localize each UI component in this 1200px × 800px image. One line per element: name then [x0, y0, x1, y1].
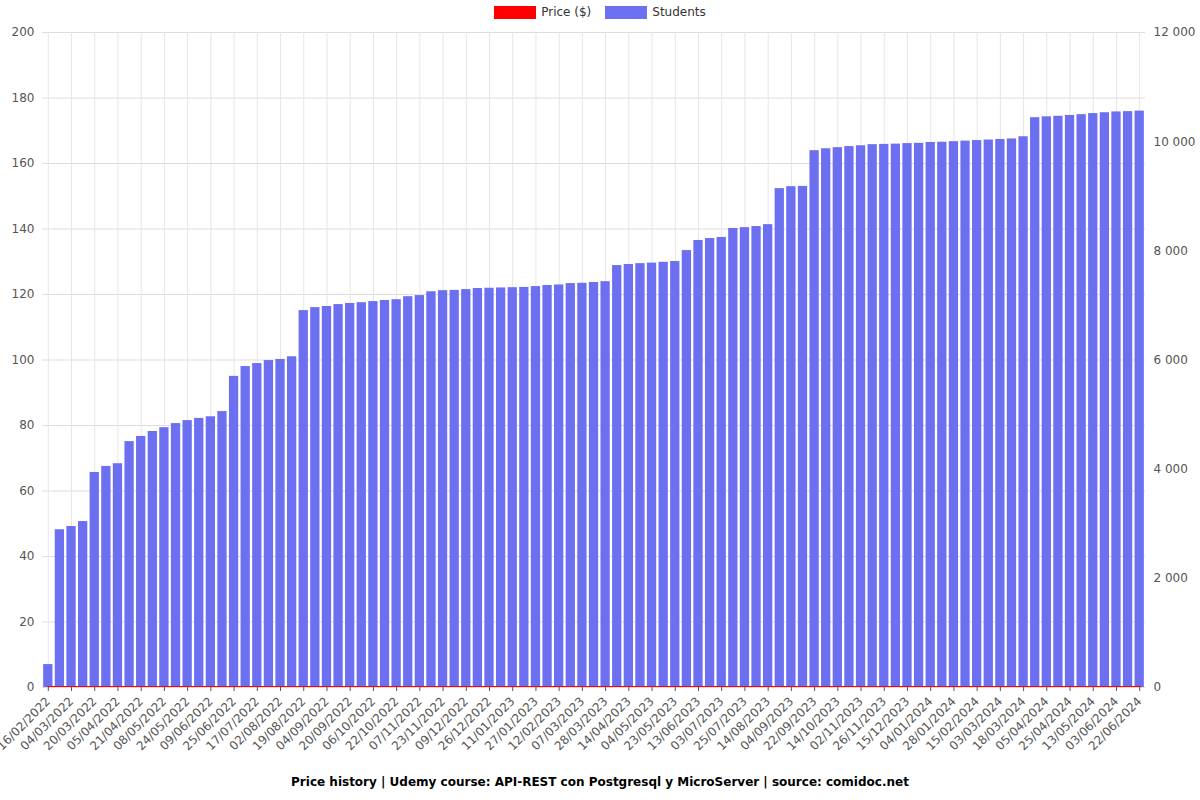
svg-text:0: 0	[1154, 680, 1162, 694]
svg-text:140: 140	[12, 222, 35, 236]
svg-text:14/10/2023: 14/10/2023	[783, 694, 843, 754]
svg-text:180: 180	[12, 91, 35, 105]
svg-text:08/05/2022: 08/05/2022	[110, 694, 170, 754]
svg-text:18/03/2024: 18/03/2024	[969, 694, 1029, 754]
svg-text:20: 20	[19, 615, 34, 629]
html-text:Price history | Udemy course:: Price history | Udemy course: API-REST c…	[291, 775, 909, 789]
svg-text:25/04/2024: 25/04/2024	[1016, 694, 1075, 754]
svg-text:13/05/2024: 13/05/2024	[1039, 694, 1099, 754]
svg-text:15/02/2024: 15/02/2024	[923, 694, 982, 754]
svg-text:24/05/2022: 24/05/2022	[133, 694, 193, 754]
svg-text:25/06/2022: 25/06/2022	[180, 694, 239, 754]
svg-text:160: 160	[12, 156, 35, 170]
svg-text:03/07/2023: 03/07/2023	[667, 694, 727, 754]
svg-text:17/07/2022: 17/07/2022	[203, 694, 263, 754]
svg-text:02/11/2023: 02/11/2023	[807, 694, 866, 754]
svg-text:26/12/2022: 26/12/2022	[435, 694, 495, 754]
svg-text:100: 100	[12, 353, 35, 367]
svg-text:22/10/2022: 22/10/2022	[342, 694, 402, 754]
svg-text:25/07/2023: 25/07/2023	[691, 694, 750, 754]
svg-text:120: 120	[12, 287, 35, 301]
svg-text:22/09/2023: 22/09/2023	[760, 694, 820, 754]
svg-text:8 000: 8 000	[1154, 244, 1188, 258]
svg-text:02/08/2022: 02/08/2022	[226, 694, 286, 754]
html-text:Price ($): Price ($)	[541, 5, 592, 19]
svg-text:07/11/2022: 07/11/2022	[365, 694, 425, 754]
svg-text:0: 0	[27, 680, 35, 694]
svg-text:40: 40	[19, 549, 34, 563]
svg-text:10 000: 10 000	[1154, 135, 1196, 149]
svg-text:23/05/2023: 23/05/2023	[621, 694, 681, 754]
svg-text:04/05/2023: 04/05/2023	[598, 694, 657, 754]
svg-text:20/09/2022: 20/09/2022	[296, 694, 355, 754]
svg-text:04/03/2022: 04/03/2022	[17, 694, 77, 754]
svg-text:09/12/2022: 09/12/2022	[412, 694, 472, 754]
svg-text:04/09/2022: 04/09/2022	[273, 694, 332, 754]
svg-text:03/03/2024: 03/03/2024	[946, 694, 1006, 754]
svg-text:13/06/2023: 13/06/2023	[644, 694, 704, 754]
svg-text:04/09/2023: 04/09/2023	[737, 694, 797, 754]
svg-text:27/01/2023: 27/01/2023	[482, 694, 541, 754]
svg-text:2 000: 2 000	[1154, 571, 1188, 585]
svg-text:04/01/2024: 04/01/2024	[876, 694, 936, 754]
svg-text:06/10/2022: 06/10/2022	[319, 694, 379, 754]
svg-text:21/04/2022: 21/04/2022	[87, 694, 146, 754]
html-text:Students: Students	[652, 5, 706, 19]
svg-text:14/04/2023: 14/04/2023	[574, 694, 634, 754]
svg-text:03/06/2024: 03/06/2024	[1062, 694, 1122, 754]
svg-text:80: 80	[19, 418, 34, 432]
svg-text:20/03/2022: 20/03/2022	[40, 694, 100, 754]
svg-text:07/03/2023: 07/03/2023	[528, 694, 588, 754]
svg-text:11/01/2023: 11/01/2023	[458, 694, 518, 754]
svg-text:09/06/2022: 09/06/2022	[156, 694, 216, 754]
svg-text:200: 200	[12, 25, 35, 39]
svg-text:12/02/2023: 12/02/2023	[505, 694, 564, 754]
svg-text:12 000: 12 000	[1154, 25, 1196, 39]
svg-text:28/03/2023: 28/03/2023	[551, 694, 611, 754]
svg-text:6 000: 6 000	[1154, 353, 1188, 367]
svg-text:22/06/2024: 22/06/2024	[1086, 694, 1145, 753]
svg-text:14/08/2023: 14/08/2023	[714, 694, 773, 754]
svg-text:05/04/2024: 05/04/2024	[992, 694, 1052, 754]
svg-text:26/11/2023: 26/11/2023	[830, 694, 890, 754]
svg-text:19/08/2022: 19/08/2022	[249, 694, 309, 754]
svg-text:23/11/2022: 23/11/2022	[389, 694, 448, 754]
svg-text:4 000: 4 000	[1154, 462, 1188, 476]
svg-text:28/01/2024: 28/01/2024	[900, 694, 959, 754]
svg-text:15/12/2023: 15/12/2023	[853, 694, 913, 754]
svg-text:05/04/2022: 05/04/2022	[64, 694, 123, 754]
svg-text:60: 60	[19, 484, 34, 498]
